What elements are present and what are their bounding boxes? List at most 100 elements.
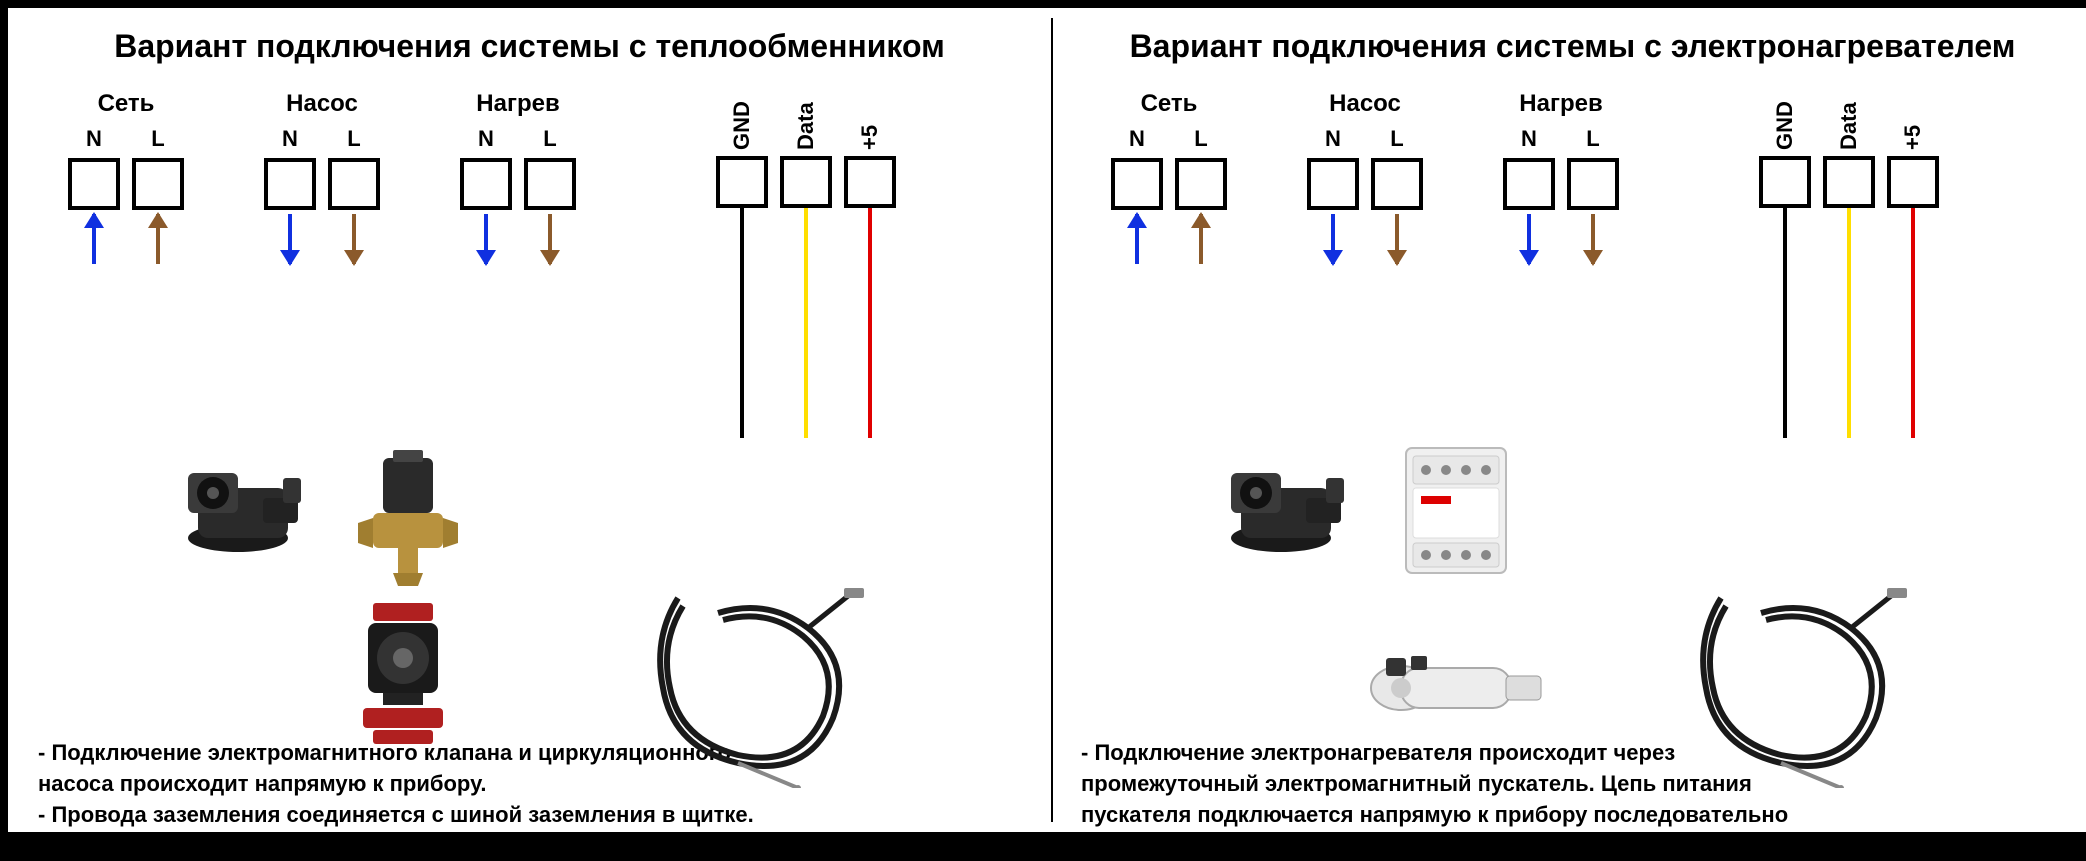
- panel-title: Вариант подключения системы с электронаг…: [1081, 28, 2064, 65]
- group-label: Насос: [286, 90, 358, 118]
- terminal-label: L: [1194, 126, 1207, 152]
- temperature-sensor-icon: [648, 588, 868, 793]
- terminal: L: [1567, 126, 1619, 264]
- wire: [740, 208, 744, 438]
- group-label: Сеть: [1141, 90, 1198, 118]
- terminal: L: [132, 126, 184, 264]
- terminal-box: [1567, 158, 1619, 210]
- terminal-box: [1371, 158, 1423, 210]
- terminal-box: [264, 158, 316, 210]
- circulator-icon: [348, 598, 458, 753]
- terminal-box: [1503, 158, 1555, 210]
- terminal-group: Насос N L: [264, 90, 380, 264]
- data-terminal-group: GND Data +5: [716, 90, 896, 438]
- terminal-group: Нагрев N L: [460, 90, 576, 264]
- terminal-box: [780, 156, 832, 208]
- data-terminal-label: GND: [1772, 90, 1798, 150]
- terminal-label: L: [1586, 126, 1599, 152]
- terminal: N: [1503, 126, 1555, 264]
- equipment-zone: [1081, 448, 2064, 728]
- data-terminal: GND: [716, 90, 768, 438]
- data-terminal: +5: [1887, 90, 1939, 438]
- valve-icon: [348, 448, 468, 593]
- wire: [868, 208, 872, 438]
- arrow-down-icon: [1591, 214, 1595, 264]
- terminal-label: N: [1325, 126, 1341, 152]
- data-terminal-label: GND: [729, 90, 755, 150]
- terminal: N: [1307, 126, 1359, 264]
- terminal-label: L: [543, 126, 556, 152]
- arrow-up-icon: [92, 214, 96, 264]
- data-terminal-group: GND Data +5: [1759, 90, 1939, 438]
- panel-heat-exchanger: Вариант подключения системы с теплообмен…: [8, 8, 1051, 832]
- data-terminal-label: Data: [1836, 90, 1862, 150]
- terminal-box: [1175, 158, 1227, 210]
- terminal: N: [460, 126, 512, 264]
- wire: [1847, 208, 1851, 438]
- arrow-down-icon: [484, 214, 488, 264]
- terminal-box: [460, 158, 512, 210]
- wire: [1911, 208, 1915, 438]
- arrow-up-icon: [1135, 214, 1139, 264]
- terminal-box: [328, 158, 380, 210]
- terminal-box: [1759, 156, 1811, 208]
- terminal-group: Сеть N L: [68, 90, 184, 264]
- terminal: L: [1175, 126, 1227, 264]
- terminal-label: N: [478, 126, 494, 152]
- heater-icon: [1351, 628, 1551, 743]
- equipment-zone: [38, 448, 1021, 728]
- terminal-group: Насос N L: [1307, 90, 1423, 264]
- terminal: L: [524, 126, 576, 264]
- data-terminal: Data: [780, 90, 832, 438]
- data-terminal: GND: [1759, 90, 1811, 438]
- terminal-label: N: [282, 126, 298, 152]
- arrow-down-icon: [1527, 214, 1531, 264]
- terminal-label: N: [1129, 126, 1145, 152]
- wire: [1783, 208, 1787, 438]
- group-label: Насос: [1329, 90, 1401, 118]
- arrow-down-icon: [288, 214, 292, 264]
- contactor-icon: [1391, 438, 1521, 593]
- terminal-label: N: [86, 126, 102, 152]
- arrow-up-icon: [1199, 214, 1203, 264]
- panel-electric-heater: Вариант подключения системы с электронаг…: [1051, 8, 2086, 832]
- group-label: Нагрев: [476, 90, 559, 118]
- terminal-label: L: [1390, 126, 1403, 152]
- group-label: Сеть: [98, 90, 155, 118]
- data-terminal-label: Data: [793, 90, 819, 150]
- terminal-box: [844, 156, 896, 208]
- terminal-label: L: [347, 126, 360, 152]
- terminal-label: L: [151, 126, 164, 152]
- terminal-box: [1111, 158, 1163, 210]
- terminal-group: Сеть N L: [1111, 90, 1227, 264]
- diagram-container: Вариант подключения системы с теплообмен…: [8, 8, 2086, 832]
- terminal: N: [1111, 126, 1163, 264]
- terminal-box: [68, 158, 120, 210]
- arrow-up-icon: [156, 214, 160, 264]
- terminal-row: Сеть N L Насос N L Нагрев N L GND Data +5: [68, 90, 1021, 438]
- data-terminal-label: +5: [857, 90, 883, 150]
- terminal: L: [1371, 126, 1423, 264]
- pump-icon: [168, 448, 318, 563]
- terminal-box: [1887, 156, 1939, 208]
- data-terminal: +5: [844, 90, 896, 438]
- arrow-down-icon: [548, 214, 552, 264]
- arrow-down-icon: [1395, 214, 1399, 264]
- temperature-sensor-icon: [1691, 588, 1911, 793]
- terminal: N: [68, 126, 120, 264]
- terminal-group: НагревNL: [1503, 90, 1619, 264]
- terminal-box: [524, 158, 576, 210]
- pump-icon: [1211, 448, 1361, 563]
- terminal-box: [132, 158, 184, 210]
- terminal: N: [264, 126, 316, 264]
- terminal-box: [1307, 158, 1359, 210]
- arrow-down-icon: [1331, 214, 1335, 264]
- panel-title: Вариант подключения системы с теплообмен…: [38, 28, 1021, 65]
- arrow-down-icon: [352, 214, 356, 264]
- terminal-box: [716, 156, 768, 208]
- wire: [804, 208, 808, 438]
- data-terminal: Data: [1823, 90, 1875, 438]
- terminal-box: [1823, 156, 1875, 208]
- terminal-label: N: [1521, 126, 1537, 152]
- terminal-row: СетьNLНасосNLНагревNLGNDData+5: [1111, 90, 2064, 438]
